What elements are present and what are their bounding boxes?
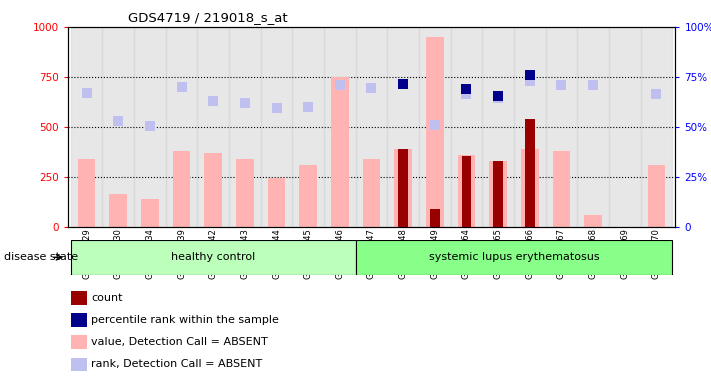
Point	[556, 82, 567, 88]
Point	[493, 93, 504, 99]
Bar	[70, 27, 102, 227]
Text: rank, Detection Call = ABSENT: rank, Detection Call = ABSENT	[91, 359, 262, 369]
Text: percentile rank within the sample: percentile rank within the sample	[91, 315, 279, 325]
Point	[397, 81, 409, 87]
Bar	[609, 27, 641, 227]
Point	[461, 86, 472, 92]
Bar	[577, 27, 609, 227]
Point	[493, 95, 504, 101]
Point	[334, 82, 346, 88]
Point	[397, 81, 409, 87]
Bar	[229, 27, 261, 227]
Bar	[641, 27, 673, 227]
Point	[144, 122, 156, 129]
Point	[81, 90, 92, 96]
Text: disease state: disease state	[4, 252, 77, 262]
Bar	[461, 156, 471, 227]
Bar	[363, 159, 380, 227]
Bar	[482, 27, 514, 227]
Bar	[166, 27, 198, 227]
Point	[524, 78, 535, 84]
Bar	[173, 151, 191, 227]
Bar	[552, 151, 570, 227]
Bar	[198, 27, 229, 227]
Point	[429, 122, 441, 128]
Bar	[261, 27, 292, 227]
Bar	[77, 159, 95, 227]
Bar	[545, 27, 577, 227]
Bar	[458, 155, 475, 227]
Bar	[324, 27, 356, 227]
Bar	[292, 27, 324, 227]
Point	[587, 82, 599, 88]
Point	[302, 104, 314, 110]
Bar	[419, 27, 451, 227]
Point	[461, 91, 472, 97]
Bar	[356, 240, 673, 275]
Bar	[387, 27, 419, 227]
Bar	[134, 27, 166, 227]
Bar	[521, 149, 538, 227]
Bar	[356, 27, 387, 227]
Bar	[395, 149, 412, 227]
Point	[239, 100, 250, 106]
Bar	[525, 119, 535, 227]
Text: GDS4719 / 219018_s_at: GDS4719 / 219018_s_at	[128, 11, 288, 24]
Text: systemic lupus erythematosus: systemic lupus erythematosus	[429, 252, 599, 262]
Text: count: count	[91, 293, 122, 303]
Text: healthy control: healthy control	[171, 252, 255, 262]
Bar	[451, 27, 482, 227]
Bar	[70, 240, 356, 275]
Bar	[584, 215, 602, 227]
Point	[651, 91, 662, 97]
Bar	[489, 161, 507, 227]
Point	[271, 105, 282, 111]
Bar	[236, 159, 254, 227]
Bar	[426, 37, 444, 227]
Bar	[102, 27, 134, 227]
Bar	[648, 165, 665, 227]
Bar	[205, 153, 222, 227]
Text: value, Detection Call = ABSENT: value, Detection Call = ABSENT	[91, 337, 268, 347]
Point	[112, 118, 124, 124]
Bar	[299, 165, 317, 227]
Bar	[141, 199, 159, 227]
Point	[208, 98, 219, 104]
Bar	[331, 77, 348, 227]
Bar	[493, 161, 503, 227]
Bar	[268, 178, 285, 227]
Bar	[514, 27, 545, 227]
Point	[524, 72, 535, 78]
Bar	[430, 209, 439, 227]
Bar	[398, 149, 408, 227]
Point	[176, 84, 187, 90]
Point	[365, 85, 377, 91]
Bar	[109, 194, 127, 227]
